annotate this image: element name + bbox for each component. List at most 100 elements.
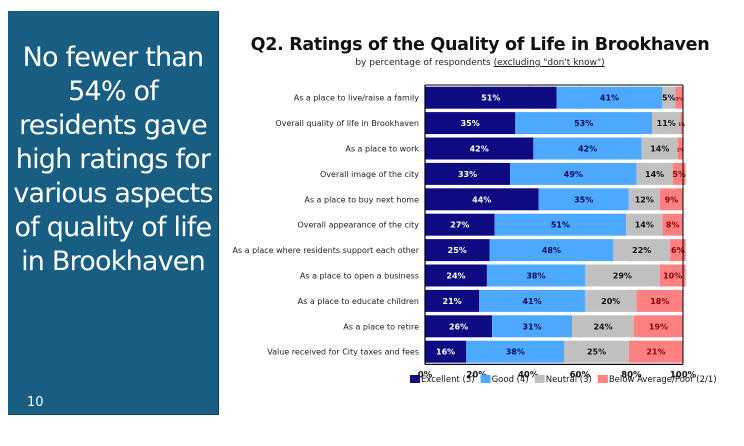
data-label: 20% (601, 297, 620, 306)
bar-segment (494, 213, 627, 236)
bar-segment (641, 137, 678, 160)
category-label: As a place to work (345, 145, 419, 154)
data-label: 14% (645, 170, 664, 179)
chart-title: Q2. Ratings of the Quality of Life in Br… (250, 35, 710, 55)
data-label: 31% (522, 322, 541, 331)
data-label: 41% (522, 297, 541, 306)
data-label: 48% (542, 246, 561, 255)
bar-segment (425, 239, 490, 262)
data-label: 26% (449, 322, 468, 331)
data-label: 44% (472, 195, 491, 204)
legend-swatch (480, 375, 491, 383)
headline-text: No fewer than 54% of residents gave high… (13, 42, 213, 277)
x-tick-label: 40% (518, 370, 539, 380)
data-label: 2% (677, 148, 684, 153)
x-tick-label: 100% (670, 370, 697, 380)
legend-label: Excellent (5) (421, 375, 475, 385)
bar-segment (466, 340, 565, 363)
data-label: 38% (506, 348, 525, 357)
bar-segment (670, 239, 686, 262)
data-label: 51% (551, 221, 570, 230)
bar-segment (486, 264, 585, 287)
data-label: 21% (646, 348, 665, 357)
bar-segment (680, 112, 683, 135)
data-label: 1% (678, 122, 685, 127)
bar-segment (425, 213, 495, 236)
data-label: 3% (676, 97, 683, 102)
x-tick-label: 80% (621, 370, 642, 380)
bar-segment (662, 213, 683, 236)
data-label: 42% (470, 145, 489, 154)
bar-segment (556, 86, 663, 109)
subtitle-prefix: by percentage of respondents (355, 58, 494, 68)
bar-segment (636, 289, 683, 312)
legend-label: Below Average/Poor (2/1) (609, 375, 717, 385)
data-label: 11% (657, 119, 676, 128)
bar-segment (425, 112, 516, 135)
bar-segment (425, 86, 557, 109)
legend-swatch (597, 375, 608, 383)
data-label: 29% (613, 272, 632, 281)
category-label: As a place to educate children (298, 297, 419, 306)
bar-segment (515, 112, 653, 135)
bar-segment (662, 86, 676, 109)
bar-segment (626, 213, 663, 236)
data-label: 8% (666, 221, 680, 230)
data-label: 5% (672, 170, 686, 179)
bar-segment (572, 315, 634, 338)
data-label: 33% (458, 170, 477, 179)
chart-subtitle: by percentage of respondents (excluding … (230, 58, 730, 68)
bar-segment (672, 162, 686, 185)
legend-label: Neutral (3) (546, 375, 592, 385)
data-label: 16% (436, 348, 455, 357)
bar-segment (628, 340, 683, 363)
data-label: 51% (481, 94, 500, 103)
data-label: 24% (593, 322, 612, 331)
bar-segment (425, 137, 534, 160)
data-label: 38% (526, 272, 545, 281)
data-label: 24% (446, 272, 465, 281)
bar-segment (677, 137, 683, 160)
data-label: 5% (662, 94, 676, 103)
data-label: 14% (635, 221, 654, 230)
legend-label: Good (4) (492, 375, 529, 385)
bar-segment (510, 162, 637, 185)
bar-segment (425, 264, 487, 287)
data-label: 10% (663, 272, 682, 281)
bar-segment (633, 315, 683, 338)
bar-segment (425, 289, 480, 312)
category-label: Overall appearance of the city (297, 221, 419, 230)
x-tick-label: 20% (466, 370, 487, 380)
legend-swatch (410, 375, 420, 383)
x-tick-label: 60% (570, 370, 591, 380)
data-label: 35% (574, 195, 593, 204)
data-label: 42% (578, 145, 597, 154)
x-tick-label: 0% (418, 370, 433, 380)
data-label: 41% (600, 94, 619, 103)
data-label: 53% (574, 119, 593, 128)
bar-segment (425, 188, 539, 211)
bar-segment (425, 162, 511, 185)
bar-segment (675, 86, 683, 109)
data-label: 19% (649, 322, 668, 331)
data-label: 9% (665, 195, 679, 204)
data-label: 18% (650, 297, 669, 306)
data-label: 49% (564, 170, 583, 179)
bar-segment (425, 340, 467, 363)
headline-panel: No fewer than 54% of residents gave high… (8, 11, 219, 415)
bar-segment (479, 289, 585, 312)
bar-segment (564, 340, 629, 363)
data-label: 6% (671, 246, 685, 255)
page-number: 10 (27, 395, 44, 410)
bar-segment (489, 239, 614, 262)
data-label: 21% (443, 297, 462, 306)
category-label: As a place to buy next home (304, 195, 419, 204)
legend-swatch (534, 375, 545, 383)
bar-segment (652, 112, 681, 135)
category-label: Overall image of the city (320, 170, 419, 179)
data-label: 25% (448, 246, 467, 255)
data-label: 27% (450, 221, 469, 230)
bar-segment (628, 188, 660, 211)
bar-segment (533, 137, 642, 160)
